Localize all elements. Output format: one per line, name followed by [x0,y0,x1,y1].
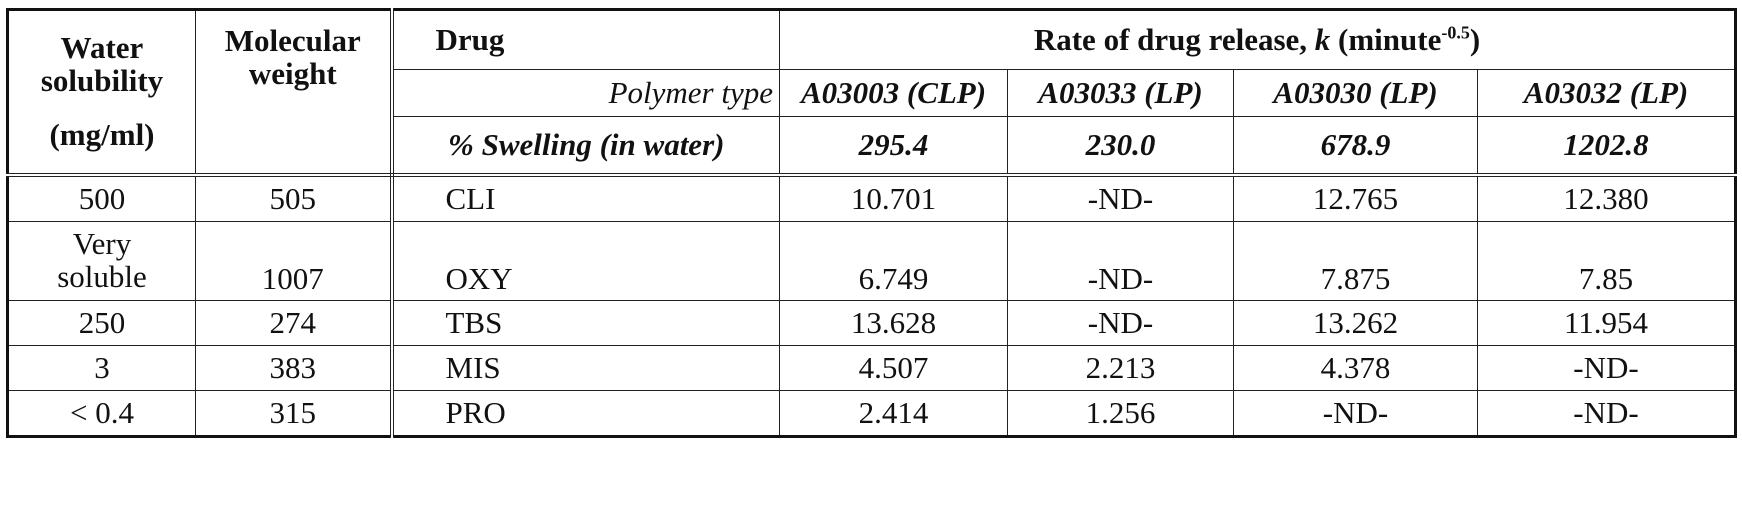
header-drug: Drug [392,10,780,70]
drug-release-table-document: Water solubility (mg/ml) Molecular weigh… [6,8,1734,438]
cell-k-3: 12.380 [1478,175,1736,222]
swelling-3: 1202.8 [1478,117,1736,176]
header-water-solubility-line3: (mg/ml) [15,119,189,152]
cell-k-0: 4.507 [780,346,1008,391]
header-water-solubility-line1: Water [15,32,189,65]
cell-k-0: 6.749 [780,222,1008,301]
table-row: < 0.4 315 PRO 2.414 1.256 -ND- -ND- [8,391,1736,437]
cell-k-2: 4.378 [1234,346,1478,391]
drug-release-table: Water solubility (mg/ml) Molecular weigh… [6,8,1737,438]
cell-drug: TBS [392,301,780,346]
cell-k-3: 11.954 [1478,301,1736,346]
cell-solubility-line1: Very [15,228,189,261]
cell-k-1: -ND- [1008,301,1234,346]
cell-k-1: -ND- [1008,175,1234,222]
polymer-type-2: A03030 (LP) [1234,70,1478,117]
header-rate-suffix: ) [1470,22,1480,57]
swelling-0: 295.4 [780,117,1008,176]
cell-solubility: Very soluble [8,222,196,301]
table-row: 250 274 TBS 13.628 -ND- 13.262 11.954 [8,301,1736,346]
header-swelling-label: % Swelling (in water) [392,117,780,176]
header-rate-prefix: Rate of drug release, [1034,22,1315,57]
polymer-type-3: A03032 (LP) [1478,70,1736,117]
cell-solubility: 3 [8,346,196,391]
table-row: 3 383 MIS 4.507 2.213 4.378 -ND- [8,346,1736,391]
cell-molecular-weight: 383 [196,346,392,391]
cell-k-2: 13.262 [1234,301,1478,346]
cell-k-1: 1.256 [1008,391,1234,437]
cell-drug: CLI [392,175,780,222]
cell-k-2: 7.875 [1234,222,1478,301]
cell-k-0: 2.414 [780,391,1008,437]
cell-drug: PRO [392,391,780,437]
cell-drug: OXY [392,222,780,301]
header-rate-exponent: -0.5 [1441,22,1470,42]
cell-drug: MIS [392,346,780,391]
polymer-type-0: A03003 (CLP) [780,70,1008,117]
cell-k-3: 7.85 [1478,222,1736,301]
header-molecular-weight-line1: Molecular [202,25,384,58]
cell-solubility: 250 [8,301,196,346]
cell-k-2: 12.765 [1234,175,1478,222]
cell-molecular-weight: 1007 [196,222,392,301]
cell-molecular-weight: 315 [196,391,392,437]
cell-k-3: -ND- [1478,346,1736,391]
header-water-solubility: Water solubility (mg/ml) [8,10,196,176]
cell-molecular-weight: 274 [196,301,392,346]
header-polymer-type-label: Polymer type [392,70,780,117]
header-rate-of-release: Rate of drug release, k (minute-0.5) [780,10,1736,70]
cell-k-2: -ND- [1234,391,1478,437]
polymer-type-1: A03033 (LP) [1008,70,1234,117]
header-molecular-weight-line2: weight [202,58,384,91]
cell-k-0: 13.628 [780,301,1008,346]
swelling-1: 230.0 [1008,117,1234,176]
table-row: 500 505 CLI 10.701 -ND- 12.765 12.380 [8,175,1736,222]
cell-k-1: -ND- [1008,222,1234,301]
cell-k-1: 2.213 [1008,346,1234,391]
cell-k-3: -ND- [1478,391,1736,437]
swelling-2: 678.9 [1234,117,1478,176]
header-rate-mid: (minute [1330,22,1441,57]
cell-solubility: 500 [8,175,196,222]
cell-solubility-line2: soluble [15,261,189,294]
cell-k-0: 10.701 [780,175,1008,222]
table-row: Very soluble 1007 OXY 6.749 -ND- 7.875 7… [8,222,1736,301]
header-rate-k: k [1315,22,1331,57]
header-water-solubility-line2: solubility [15,65,189,98]
cell-molecular-weight: 505 [196,175,392,222]
header-molecular-weight: Molecular weight [196,10,392,176]
cell-solubility: < 0.4 [8,391,196,437]
